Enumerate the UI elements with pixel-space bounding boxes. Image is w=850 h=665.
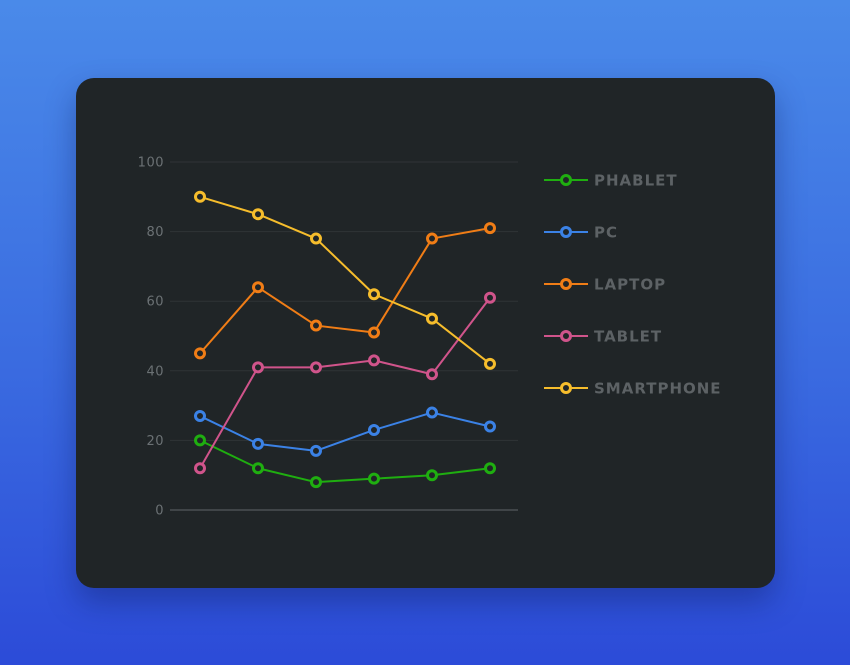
- data-point[interactable]: [368, 354, 380, 367]
- y-axis-tick-labels: 0 20 40 60 80 100: [138, 156, 164, 519]
- series-phablet: [194, 434, 496, 489]
- legend-swatch-marker: [560, 174, 572, 186]
- legend-swatch-marker: [560, 330, 572, 342]
- y-tick-label: 80: [146, 225, 164, 240]
- legend-item[interactable]: PC: [544, 224, 618, 242]
- series-tablet: [194, 291, 496, 475]
- data-point[interactable]: [368, 326, 380, 339]
- data-point[interactable]: [310, 444, 322, 457]
- data-point[interactable]: [368, 288, 380, 301]
- data-point[interactable]: [310, 361, 322, 374]
- data-point[interactable]: [484, 420, 496, 433]
- data-point[interactable]: [426, 232, 438, 245]
- series-smartphone: [194, 190, 496, 370]
- data-point[interactable]: [252, 208, 264, 221]
- data-point[interactable]: [426, 469, 438, 482]
- series-laptop: [194, 222, 496, 360]
- data-point[interactable]: [252, 281, 264, 294]
- legend-label: LAPTOP: [594, 276, 666, 294]
- data-point[interactable]: [484, 462, 496, 475]
- series-line: [199, 296, 491, 470]
- line-chart: 0 20 40 60 80 100 PHABLET PC LAPTOP TABLET SMARTP…: [138, 156, 722, 519]
- data-point[interactable]: [194, 434, 206, 447]
- legend-item[interactable]: LAPTOP: [544, 276, 666, 294]
- y-tick-label: 60: [146, 295, 164, 310]
- data-point[interactable]: [368, 472, 380, 485]
- data-point[interactable]: [484, 357, 496, 370]
- data-point[interactable]: [310, 476, 322, 489]
- data-point[interactable]: [194, 190, 206, 203]
- legend-label: PHABLET: [594, 172, 678, 190]
- data-point[interactable]: [310, 232, 322, 245]
- legend-label: TABLET: [594, 328, 662, 346]
- data-point[interactable]: [194, 462, 206, 475]
- series-line: [199, 195, 491, 365]
- legend-swatch-marker: [560, 226, 572, 238]
- series-line: [199, 411, 491, 452]
- series-line: [199, 227, 491, 355]
- data-point[interactable]: [484, 291, 496, 304]
- data-point[interactable]: [426, 312, 438, 325]
- legend-item[interactable]: PHABLET: [544, 172, 678, 190]
- y-tick-label: 0: [155, 504, 164, 519]
- y-tick-label: 100: [138, 156, 164, 171]
- data-point[interactable]: [426, 406, 438, 419]
- data-point[interactable]: [252, 437, 264, 450]
- series-line: [199, 439, 491, 484]
- data-point[interactable]: [194, 410, 206, 423]
- legend: PHABLET PC LAPTOP TABLET SMARTPHONE: [544, 172, 722, 398]
- data-point[interactable]: [426, 368, 438, 381]
- y-tick-label: 40: [146, 364, 164, 379]
- data-point[interactable]: [310, 319, 322, 332]
- data-point[interactable]: [252, 462, 264, 475]
- series-lines: [194, 190, 496, 489]
- legend-label: PC: [594, 224, 618, 242]
- legend-swatch-marker: [560, 278, 572, 290]
- data-point[interactable]: [368, 423, 380, 436]
- legend-item[interactable]: SMARTPHONE: [544, 380, 722, 398]
- y-tick-label: 20: [146, 434, 164, 449]
- grid-lines: [170, 161, 518, 511]
- data-point[interactable]: [484, 222, 496, 235]
- legend-swatch-marker: [560, 382, 572, 394]
- legend-label: SMARTPHONE: [594, 380, 722, 398]
- chart-card: 0 20 40 60 80 100 PHABLET PC LAPTOP TABLET SMARTP…: [76, 78, 775, 588]
- series-pc: [194, 406, 496, 457]
- data-point[interactable]: [252, 361, 264, 374]
- legend-item[interactable]: TABLET: [544, 328, 662, 346]
- data-point[interactable]: [194, 347, 206, 360]
